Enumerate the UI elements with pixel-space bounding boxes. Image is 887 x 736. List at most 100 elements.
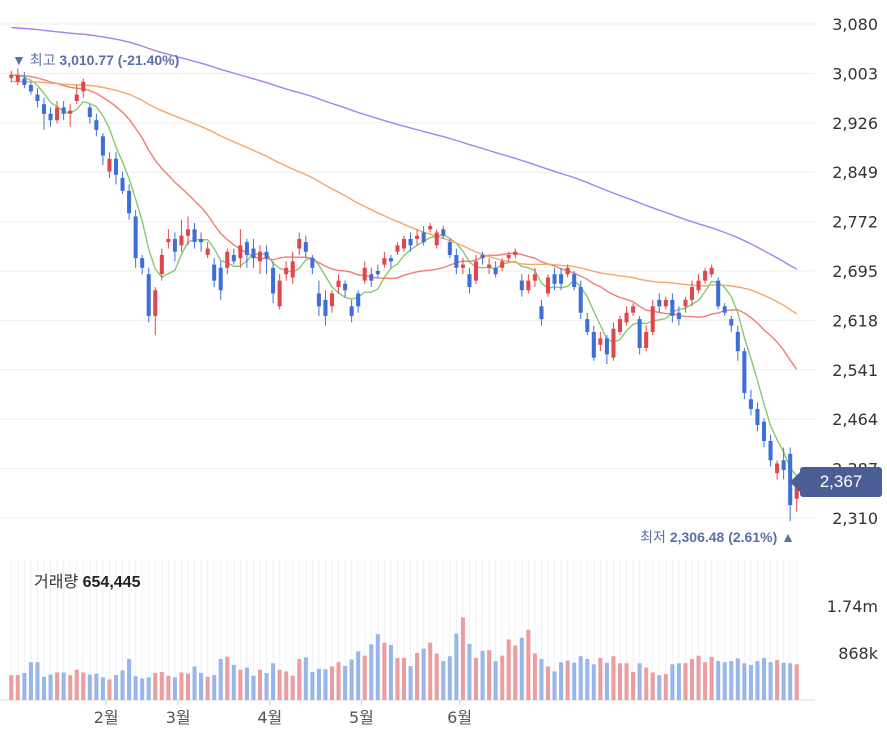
candle-body [74,94,79,101]
volume-bar [271,663,276,700]
candle-body [467,274,472,288]
candle-body [428,226,433,230]
volume-bar [316,668,321,700]
low-label: 최저 [640,529,666,545]
candlesticks [9,68,799,522]
volume-bar [323,669,328,700]
candle-body [61,107,66,114]
volume-bar [637,663,642,700]
candle-body [87,107,92,118]
candle-body [500,261,505,268]
candle-body [526,280,531,291]
volume-bar [748,664,753,700]
volume-bar [761,657,767,700]
candle-body [696,280,701,291]
candle-body [604,338,609,355]
candle-body [94,120,99,130]
volume-bar [94,673,99,700]
month-label: 4월 [257,708,282,727]
volume-bar [172,677,177,700]
price-tick-label: 2,310 [832,509,878,528]
volume-bar [663,674,668,700]
volume-bar [539,658,544,700]
candle-body [487,264,492,268]
volume-bar [794,664,799,700]
candle-body [598,338,603,345]
volume-bar [467,643,472,700]
candle-body [244,242,249,255]
volume-bar [559,662,564,700]
volume-bar [775,660,780,700]
volume-bar [9,675,14,700]
candle-body [172,238,177,252]
low-change: (2.61%) [728,529,778,545]
volume-label: 거래량 [34,574,79,591]
volume-bar [244,667,249,700]
volume-bar [336,662,341,700]
candle-body [637,319,642,348]
price-tick-label: 2,541 [832,361,878,380]
volume-axis: 1.74m 868k [827,597,879,663]
volume-bar [212,675,217,700]
candle-body [775,463,780,474]
candle-body [742,351,747,393]
candle-body [179,235,184,246]
volume-readout: 거래량 654,445 [34,568,140,592]
volume-bar [519,637,524,700]
volume-bar [768,662,773,700]
candle-body [297,238,302,249]
candle-body [670,299,675,316]
volume-bar [310,671,315,700]
volume-bar [100,677,105,700]
volume-bar [591,664,596,700]
candle-body [421,232,426,243]
volume-bar [356,651,361,700]
volume-bar [689,658,695,700]
volume-bar [506,639,511,700]
volume-bar [68,675,73,700]
moving-average-lines [11,26,798,477]
month-label: 2월 [94,708,119,727]
candle-body [545,277,551,294]
volume-value: 654,445 [82,574,141,591]
volume-bar [264,672,269,700]
candle-body [624,312,629,323]
candle-body [578,287,583,313]
volume-bar [369,644,374,700]
candle-body [303,242,308,252]
candle-body [81,81,86,92]
month-label: 6월 [447,708,472,727]
volume-bar [434,653,439,700]
candle-body [395,245,400,252]
candle-body [454,254,459,268]
candle-body [251,248,256,259]
high-value: 3,010.77 [59,52,114,68]
volume-bar [127,658,132,700]
volume-bar [48,674,53,700]
candle-body [336,280,341,288]
candle-body [22,78,27,85]
candle-body [532,274,537,281]
volume-bar [284,671,289,700]
ma60-line [11,80,798,315]
candle-body [473,261,479,281]
candle-body [781,460,786,470]
price-tick-label: 3,080 [832,15,878,34]
high-label: 최고 [29,52,56,68]
candle-body [362,267,367,281]
candle-body [552,274,557,284]
candle-body [146,274,151,316]
price-tick-label: 2,926 [832,114,878,133]
volume-bar [552,671,557,700]
high-change: (-21.40%) [117,52,180,68]
volume-bar [755,661,760,700]
candle-body [768,441,773,461]
volume-bar [238,669,243,700]
volume-bar [500,655,505,700]
volume-bar [55,672,60,700]
candle-body [264,251,269,259]
volume-bar [35,662,40,700]
candle-body [120,177,125,191]
candle-body [225,251,230,268]
